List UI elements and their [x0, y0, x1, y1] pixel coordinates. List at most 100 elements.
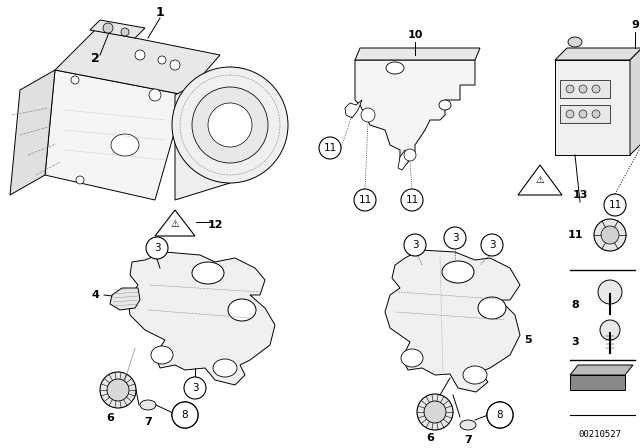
Text: 8: 8 [497, 410, 503, 420]
Polygon shape [90, 20, 145, 38]
Circle shape [146, 237, 168, 259]
Text: 00210527: 00210527 [579, 430, 621, 439]
Circle shape [598, 280, 622, 304]
Circle shape [135, 50, 145, 60]
Circle shape [601, 226, 619, 244]
Ellipse shape [442, 261, 474, 283]
Polygon shape [518, 165, 562, 195]
Text: ⚠: ⚠ [536, 175, 545, 185]
Circle shape [600, 320, 620, 340]
Polygon shape [175, 67, 230, 200]
Ellipse shape [478, 297, 506, 319]
Polygon shape [45, 70, 185, 200]
Polygon shape [570, 375, 625, 390]
Text: 3: 3 [192, 383, 198, 393]
Polygon shape [355, 60, 475, 165]
Text: 2: 2 [91, 52, 99, 65]
Circle shape [424, 401, 446, 423]
Polygon shape [10, 70, 55, 195]
Ellipse shape [439, 100, 451, 110]
Text: 10: 10 [407, 30, 422, 40]
Text: 11: 11 [405, 195, 419, 205]
Circle shape [404, 234, 426, 256]
Circle shape [158, 56, 166, 64]
Circle shape [566, 85, 574, 93]
Circle shape [172, 402, 198, 428]
Text: ⚠: ⚠ [171, 219, 179, 229]
Circle shape [172, 402, 198, 428]
Ellipse shape [228, 299, 256, 321]
Text: 3: 3 [571, 337, 579, 347]
Circle shape [487, 402, 513, 428]
Ellipse shape [140, 400, 156, 410]
Polygon shape [355, 48, 480, 60]
Text: 13: 13 [572, 190, 588, 200]
Polygon shape [570, 365, 633, 375]
Text: 6: 6 [426, 433, 434, 443]
Polygon shape [345, 100, 362, 118]
Circle shape [592, 110, 600, 118]
Text: 11: 11 [358, 195, 372, 205]
Circle shape [76, 176, 84, 184]
Circle shape [172, 67, 288, 183]
Text: 8: 8 [571, 300, 579, 310]
Polygon shape [555, 60, 630, 155]
Circle shape [107, 379, 129, 401]
Text: 11: 11 [567, 230, 583, 240]
Polygon shape [110, 288, 140, 310]
Circle shape [604, 194, 626, 216]
Circle shape [100, 372, 136, 408]
Text: 9: 9 [631, 20, 639, 30]
Text: 7: 7 [144, 417, 152, 427]
Text: 12: 12 [207, 220, 223, 230]
Circle shape [566, 110, 574, 118]
Text: 3: 3 [154, 243, 160, 253]
Text: 7: 7 [464, 435, 472, 445]
Circle shape [579, 85, 587, 93]
Text: 8: 8 [182, 410, 188, 420]
Ellipse shape [386, 62, 404, 74]
Polygon shape [385, 250, 520, 392]
Circle shape [493, 408, 507, 422]
Circle shape [579, 110, 587, 118]
Polygon shape [560, 80, 610, 98]
Polygon shape [128, 252, 275, 385]
Circle shape [417, 394, 453, 430]
Circle shape [444, 227, 466, 249]
Polygon shape [630, 48, 640, 155]
Ellipse shape [213, 359, 237, 377]
Text: 3: 3 [489, 240, 495, 250]
Circle shape [71, 76, 79, 84]
Ellipse shape [192, 262, 224, 284]
Polygon shape [155, 210, 195, 236]
Circle shape [121, 28, 129, 36]
Text: 3: 3 [412, 240, 419, 250]
Text: 11: 11 [609, 200, 621, 210]
Circle shape [594, 219, 626, 251]
Circle shape [487, 402, 513, 428]
Text: 5: 5 [524, 335, 532, 345]
Ellipse shape [111, 134, 139, 156]
Text: 3: 3 [452, 233, 458, 243]
Ellipse shape [151, 346, 173, 364]
Circle shape [208, 103, 252, 147]
Ellipse shape [460, 420, 476, 430]
Ellipse shape [463, 366, 487, 384]
Polygon shape [555, 48, 640, 60]
Circle shape [481, 234, 503, 256]
Circle shape [184, 377, 206, 399]
Circle shape [192, 87, 268, 163]
Polygon shape [560, 105, 610, 123]
Ellipse shape [401, 349, 423, 367]
Text: 4: 4 [91, 290, 99, 300]
Circle shape [404, 149, 416, 161]
Text: 6: 6 [106, 413, 114, 423]
Polygon shape [398, 150, 410, 170]
Circle shape [361, 108, 375, 122]
Circle shape [354, 189, 376, 211]
Circle shape [170, 60, 180, 70]
Text: 11: 11 [323, 143, 337, 153]
Polygon shape [55, 30, 220, 95]
Circle shape [592, 85, 600, 93]
Circle shape [401, 189, 423, 211]
